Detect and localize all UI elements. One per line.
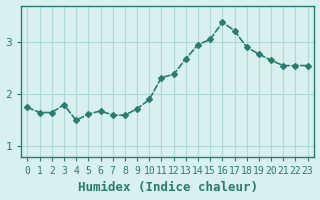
X-axis label: Humidex (Indice chaleur): Humidex (Indice chaleur): [77, 181, 258, 194]
